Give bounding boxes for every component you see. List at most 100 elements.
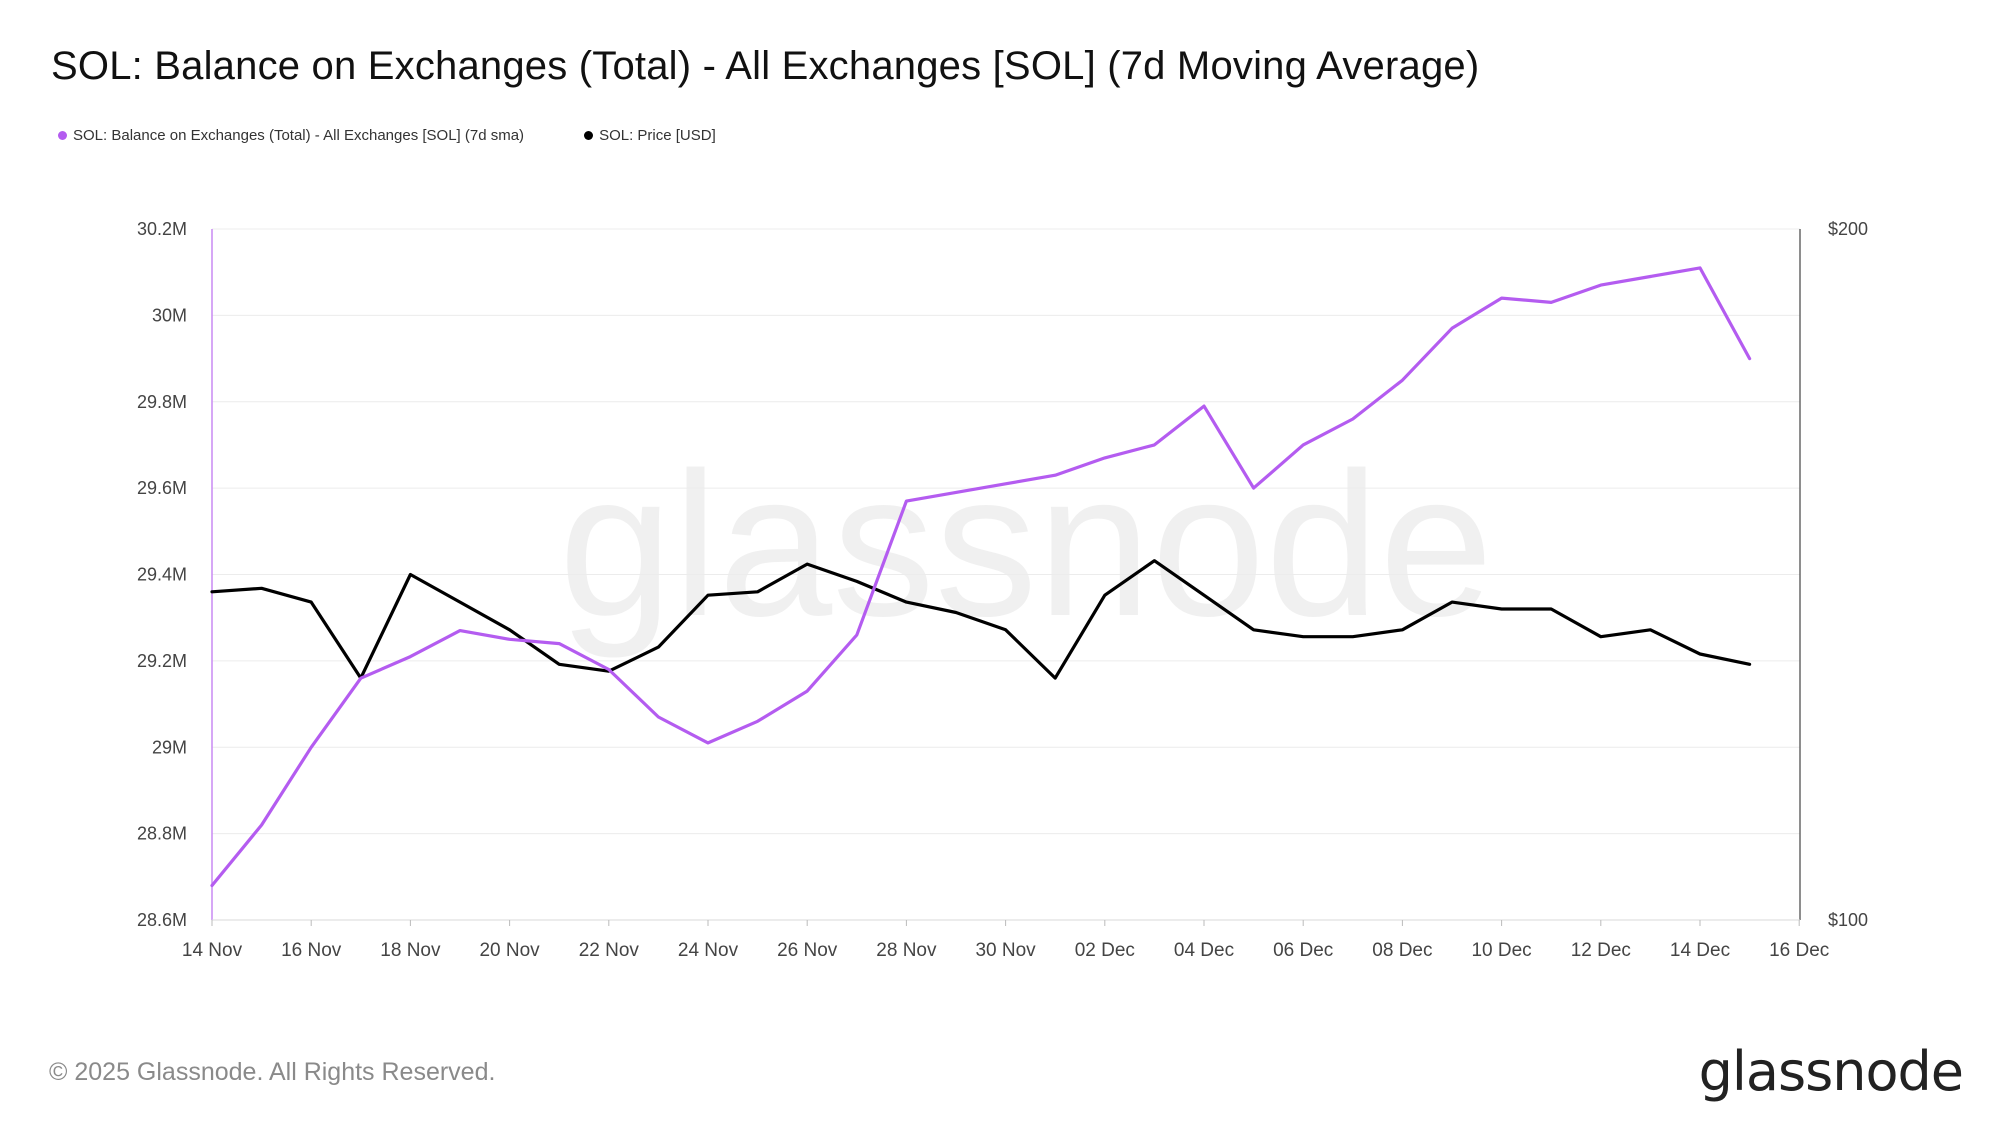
data-point-price[interactable]	[259, 585, 265, 591]
x-tick-label: 28 Nov	[876, 940, 937, 961]
data-point-price[interactable]	[1151, 558, 1157, 564]
x-tick-label: 30 Nov	[975, 940, 1036, 961]
x-tick-label: 24 Nov	[678, 940, 739, 961]
data-point-balance[interactable]	[705, 740, 711, 746]
data-point-price[interactable]	[1697, 651, 1703, 657]
data-point-balance[interactable]	[1548, 299, 1554, 305]
y-left-tick-label: 29.2M	[137, 651, 187, 671]
data-point-balance[interactable]	[308, 744, 314, 750]
data-point-price[interactable]	[308, 599, 314, 605]
data-point-balance[interactable]	[457, 628, 463, 634]
data-point-price[interactable]	[953, 610, 959, 616]
series-line-balance[interactable]	[210, 266, 1752, 888]
legend-label-balance: SOL: Balance on Exchanges (Total) - All …	[73, 127, 525, 144]
data-point-balance[interactable]	[259, 822, 265, 828]
data-point-price[interactable]	[507, 627, 513, 633]
data-point-balance[interactable]	[1747, 356, 1753, 362]
data-point-price[interactable]	[1251, 627, 1257, 633]
data-point-balance[interactable]	[1052, 472, 1058, 478]
data-point-price[interactable]	[1003, 627, 1009, 633]
x-tick-label: 14 Dec	[1670, 940, 1730, 961]
y-left-tick-label: 28.8M	[137, 824, 187, 844]
data-point-price[interactable]	[209, 589, 215, 595]
data-point-balance[interactable]	[1251, 485, 1257, 491]
data-point-balance[interactable]	[1350, 416, 1356, 422]
data-point-price[interactable]	[1647, 627, 1653, 633]
data-point-price[interactable]	[606, 668, 612, 674]
data-point-balance[interactable]	[755, 718, 761, 724]
data-point-price[interactable]	[1201, 592, 1207, 598]
legend-label-price: SOL: Price [USD]	[599, 127, 716, 144]
chart-legend: SOL: Balance on Exchanges (Total) - All …	[58, 127, 776, 144]
data-point-price[interactable]	[1102, 592, 1108, 598]
data-point-price[interactable]	[1747, 661, 1753, 667]
data-point-price[interactable]	[854, 578, 860, 584]
data-point-price[interactable]	[1598, 634, 1604, 640]
data-point-balance[interactable]	[1647, 274, 1653, 280]
data-point-price[interactable]	[1052, 675, 1058, 681]
data-point-price[interactable]	[457, 599, 463, 605]
data-point-price[interactable]	[358, 675, 364, 681]
data-point-balance[interactable]	[903, 498, 909, 504]
y-left-tick-label: 28.6M	[137, 910, 187, 930]
data-point-balance[interactable]	[209, 882, 215, 888]
data-point-balance[interactable]	[1300, 442, 1306, 448]
data-point-price[interactable]	[1449, 599, 1455, 605]
data-point-balance[interactable]	[854, 632, 860, 638]
y-left-tick-label: 30M	[152, 305, 187, 325]
data-point-price[interactable]	[407, 572, 413, 578]
data-point-balance[interactable]	[1151, 442, 1157, 448]
data-point-balance[interactable]	[953, 489, 959, 495]
watermark-text: glassnode	[559, 430, 1494, 659]
legend-item-price[interactable]: SOL: Price [USD]	[584, 127, 716, 144]
data-point-price[interactable]	[804, 561, 810, 567]
data-point-price[interactable]	[556, 661, 562, 667]
data-point-balance[interactable]	[407, 654, 413, 660]
data-point-balance[interactable]	[1697, 265, 1703, 271]
legend-dot-price	[584, 131, 594, 140]
data-point-price[interactable]	[903, 599, 909, 605]
legend-dot-balance	[58, 131, 67, 140]
data-point-price[interactable]	[1399, 627, 1405, 633]
page-title: SOL: Balance on Exchanges (Total) - All …	[51, 44, 1480, 88]
data-point-price[interactable]	[705, 592, 711, 598]
x-tick-label: 02 Dec	[1075, 940, 1135, 961]
data-point-balance[interactable]	[1399, 377, 1405, 383]
data-point-balance[interactable]	[804, 688, 810, 694]
data-point-balance[interactable]	[1201, 403, 1207, 409]
data-point-price[interactable]	[1300, 634, 1306, 640]
y-right-tick-label: $200	[1828, 219, 1868, 239]
x-tick-label: 16 Dec	[1769, 940, 1829, 961]
data-point-price[interactable]	[1548, 606, 1554, 612]
data-point-balance[interactable]	[1003, 481, 1009, 487]
x-tick-label: 16 Nov	[281, 940, 342, 961]
x-tick-label: 10 Dec	[1471, 940, 1531, 961]
data-point-price[interactable]	[755, 589, 761, 595]
copyright-text: © 2025 Glassnode. All Rights Reserved.	[49, 1058, 496, 1086]
y-right-tick-label: $100	[1828, 910, 1868, 930]
x-tick-label: 06 Dec	[1273, 940, 1333, 961]
x-tick-label: 22 Nov	[579, 940, 640, 961]
data-point-balance[interactable]	[507, 636, 513, 642]
data-point-price[interactable]	[655, 644, 661, 650]
data-point-balance[interactable]	[1598, 282, 1604, 288]
x-tick-label: 12 Dec	[1571, 940, 1631, 961]
data-point-balance[interactable]	[1499, 295, 1505, 301]
data-point-balance[interactable]	[1102, 455, 1108, 461]
y-left-tick-label: 29.6M	[137, 478, 187, 498]
legend-item-balance[interactable]: SOL: Balance on Exchanges (Total) - All …	[58, 127, 524, 144]
data-point-balance[interactable]	[556, 641, 562, 647]
x-tick-label: 18 Nov	[380, 940, 441, 961]
data-point-balance[interactable]	[655, 714, 661, 720]
glassnode-logo: glassnode	[1698, 1040, 1964, 1103]
data-point-price[interactable]	[1350, 634, 1356, 640]
y-left-tick-label: 29M	[152, 737, 187, 757]
data-point-balance[interactable]	[1449, 325, 1455, 331]
y-left-tick-label: 29.4M	[137, 565, 187, 585]
x-tick-label: 08 Dec	[1372, 940, 1432, 961]
series-line-price[interactable]	[210, 559, 1752, 680]
x-tick-label: 14 Nov	[182, 940, 243, 961]
data-point-price[interactable]	[1499, 606, 1505, 612]
